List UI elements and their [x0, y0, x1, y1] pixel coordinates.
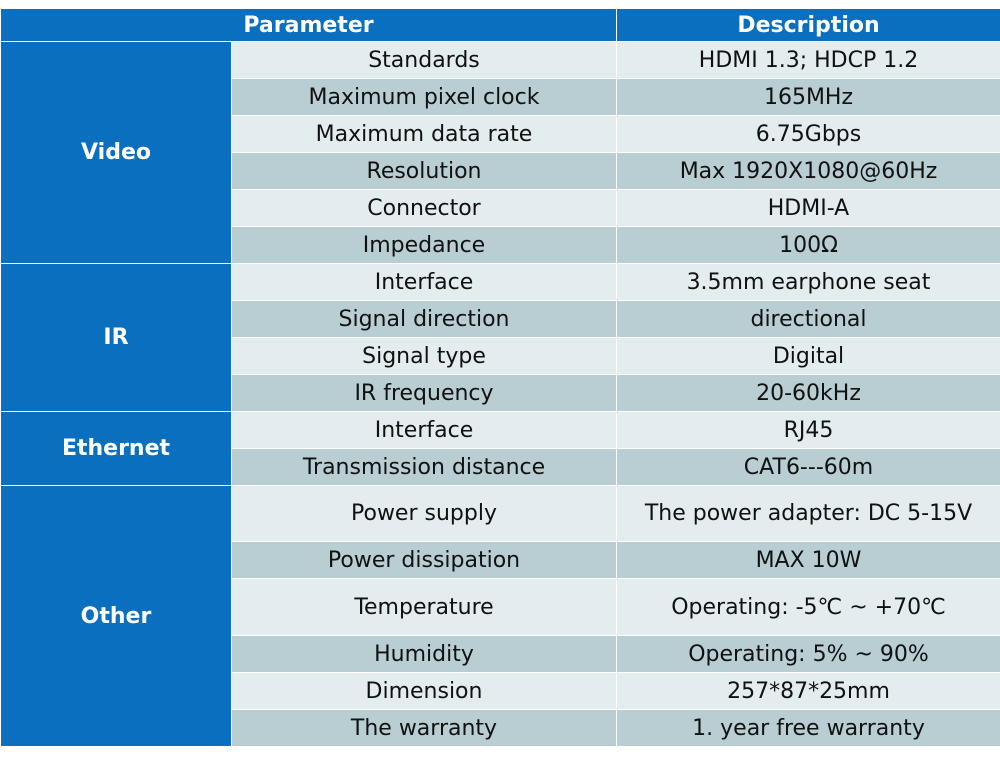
param-cell: Interface [231, 263, 617, 301]
desc-cell: Operating: 5% ~ 90% [616, 635, 1000, 673]
header-row: Parameter Description [0, 8, 1000, 42]
desc-cell: MAX 10W [616, 541, 1000, 579]
header-parameter: Parameter [0, 8, 617, 42]
param-cell: Dimension [231, 672, 617, 710]
param-cell: Power dissipation [231, 541, 617, 579]
table-row: Video Standards HDMI 1.3; HDCP 1.2 [0, 41, 1000, 264]
table-row: Impedance 100Ω [1, 226, 1000, 264]
group-ethernet: Ethernet [0, 411, 232, 486]
desc-cell: Digital [616, 337, 1000, 375]
param-cell: Transmission distance [231, 448, 617, 486]
table-row: Humidity Operating: 5% ~ 90% [1, 635, 1000, 673]
desc-cell: The power adapter: DC 5-15V [616, 485, 1000, 542]
desc-cell: HDMI 1.3; HDCP 1.2 [616, 41, 1000, 79]
table-row: Signal direction directional [1, 300, 1000, 338]
param-cell: Connector [231, 189, 617, 227]
desc-cell: 6.75Gbps [616, 115, 1000, 153]
header-description: Description [616, 8, 1000, 42]
desc-cell: 20-60kHz [616, 374, 1000, 412]
table-row: Temperature Operating: -5℃ ~ +70℃ [1, 578, 1000, 636]
desc-cell: 1. year free warranty [616, 709, 1000, 747]
param-cell: Maximum pixel clock [231, 78, 617, 116]
desc-cell: Max 1920X1080@60Hz [616, 152, 1000, 190]
table-row: Dimension 257*87*25mm [1, 672, 1000, 710]
param-cell: The warranty [231, 709, 617, 747]
desc-cell: Operating: -5℃ ~ +70℃ [616, 578, 1000, 636]
group-other: Other [0, 485, 232, 747]
table-row: Ethernet Interface RJ45 [0, 411, 1000, 486]
param-cell: Power supply [231, 485, 617, 542]
param-cell: Resolution [231, 152, 617, 190]
param-cell: Humidity [231, 635, 617, 673]
param-cell: Impedance [231, 226, 617, 264]
table-row: The warranty 1. year free warranty [1, 709, 1000, 747]
desc-cell: 100Ω [616, 226, 1000, 264]
param-cell: Interface [231, 411, 617, 449]
table-row: Power dissipation MAX 10W [1, 541, 1000, 579]
desc-cell: 165MHz [616, 78, 1000, 116]
table-row: Other Power supply The power adapter: DC… [0, 485, 1000, 747]
table-row: Maximum pixel clock 165MHz [1, 78, 1000, 116]
param-cell: Maximum data rate [231, 115, 617, 153]
table-row: IR Interface 3.5mm earphone seat [0, 263, 1000, 412]
desc-cell: CAT6---60m [616, 448, 1000, 486]
desc-cell: 3.5mm earphone seat [616, 263, 1000, 301]
group-video: Video [0, 41, 232, 264]
table-row: Transmission distance CAT6---60m [1, 448, 1000, 486]
desc-cell: HDMI-A [616, 189, 1000, 227]
param-cell: Temperature [231, 578, 617, 636]
desc-cell: RJ45 [616, 411, 1000, 449]
param-cell: Signal direction [231, 300, 617, 338]
param-cell: IR frequency [231, 374, 617, 412]
desc-cell: directional [616, 300, 1000, 338]
desc-cell: 257*87*25mm [616, 672, 1000, 710]
spec-table: Parameter Description Video Standards HD… [0, 8, 1000, 747]
param-cell: Signal type [231, 337, 617, 375]
table-row: Resolution Max 1920X1080@60Hz [1, 152, 1000, 190]
table-row: Connector HDMI-A [1, 189, 1000, 227]
group-ir: IR [0, 263, 232, 412]
param-cell: Standards [231, 41, 617, 79]
